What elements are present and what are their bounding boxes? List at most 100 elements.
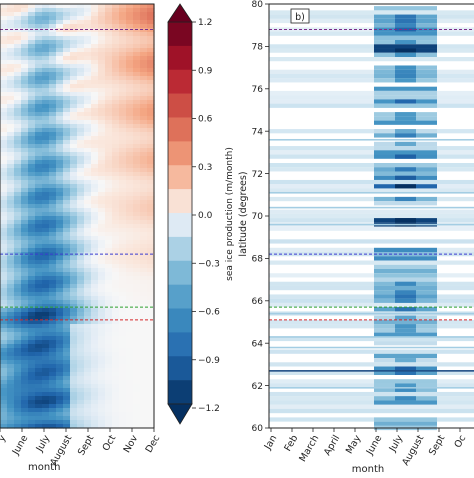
- panel-b-y-tick-label: 64: [252, 339, 264, 349]
- panel-a-cell: [140, 76, 148, 81]
- panel-a-cell: [63, 276, 71, 281]
- panel-a-cell: [56, 124, 64, 129]
- panel-a-cell: [21, 336, 29, 341]
- panel-a-cell: [147, 36, 155, 41]
- panel-a-cell: [63, 272, 71, 277]
- panel-a-cell: [14, 368, 22, 373]
- panel-a-cell: [7, 144, 15, 149]
- panel-a-cell: [63, 392, 71, 397]
- panel-b-x-tick-label: April: [322, 433, 342, 457]
- panel-b-cell: [269, 150, 474, 155]
- panel-a-cell: [21, 172, 29, 177]
- panel-a-cell: [91, 232, 99, 237]
- panel-a-cell: [70, 24, 78, 29]
- panel-a-cell: [126, 48, 134, 53]
- panel-a-cell: [112, 244, 120, 249]
- panel-a-cell: [35, 244, 43, 249]
- panel-a-cell: [42, 356, 50, 361]
- panel-a-cell: [126, 148, 134, 153]
- panel-a-cell: [91, 32, 99, 37]
- panel-a-cell: [0, 420, 8, 425]
- panel-a-cell: [35, 348, 43, 353]
- panel-a-cell: [14, 244, 22, 249]
- panel-a-cell: [147, 108, 155, 113]
- panel-a-cell: [42, 384, 50, 389]
- panel-a-cell: [105, 268, 113, 273]
- panel-a-cell: [21, 276, 29, 281]
- panel-a-cell: [91, 40, 99, 45]
- panel-a-cell: [35, 92, 43, 97]
- panel-a-cell: [126, 184, 134, 189]
- panel-a-cell: [56, 404, 64, 409]
- panel-a-cell: [14, 376, 22, 381]
- panel-a-cell: [140, 388, 148, 393]
- panel-a-cell: [126, 360, 134, 365]
- panel-a-cell: [0, 220, 8, 225]
- panel-a-cell: [77, 320, 85, 325]
- panel-a-cell: [91, 420, 99, 425]
- panel-a-cell: [28, 348, 36, 353]
- panel-a-cell: [126, 156, 134, 161]
- panel-a-cell: [0, 280, 8, 285]
- panel-a-cell: [84, 412, 92, 417]
- panel-a-cell: [77, 332, 85, 337]
- panel-b-cell: [395, 387, 416, 392]
- panel-a-cell: [140, 232, 148, 237]
- panel-a-cell: [105, 352, 113, 357]
- panel-a-cell: [21, 192, 29, 197]
- panel-a-cell: [147, 356, 155, 361]
- panel-a-cell: [140, 416, 148, 421]
- panel-a-cell: [119, 124, 127, 129]
- panel-a-cell: [126, 200, 134, 205]
- panel-a-cell: [70, 180, 78, 185]
- panel-a-cell: [14, 312, 22, 317]
- panel-a-cell: [112, 160, 120, 165]
- panel-a-cell: [126, 136, 134, 141]
- panel-a-cell: [14, 344, 22, 349]
- panel-a-cell: [49, 404, 57, 409]
- panel-a-cell: [91, 140, 99, 145]
- panel-a-cell: [91, 76, 99, 81]
- panel-a-cell: [49, 180, 57, 185]
- panel-a-cell: [140, 56, 148, 61]
- panel-a-cell: [98, 232, 106, 237]
- panel-a-cell: [77, 236, 85, 241]
- panel-a-cell: [21, 404, 29, 409]
- panel-a-cell: [119, 300, 127, 305]
- panel-a-cell: [0, 176, 8, 181]
- panel-a-cell: [56, 336, 64, 341]
- panel-a-cell: [147, 340, 155, 345]
- panel-a-cell: [42, 164, 50, 169]
- panel-a-cell: [42, 332, 50, 337]
- panel-a-cell: [77, 300, 85, 305]
- panel-a-cell: [147, 412, 155, 417]
- panel-a-cell: [21, 116, 29, 121]
- panel-a-cell: [56, 164, 64, 169]
- panel-a-cell: [49, 104, 57, 109]
- panel-a-cell: [98, 236, 106, 241]
- panel-a-cell: [91, 308, 99, 313]
- panel-a-cell: [14, 216, 22, 221]
- panel-a-cell: [91, 160, 99, 165]
- panel-b-cell: [374, 319, 437, 325]
- panel-a-cell: [77, 244, 85, 249]
- panel-a-cell: [112, 84, 120, 89]
- panel-a-cell: [0, 228, 8, 233]
- panel-b-cell: [374, 247, 437, 253]
- panel-a-cell: [56, 252, 64, 257]
- panel-a-cell: [84, 8, 92, 13]
- panel-a-cell: [126, 64, 134, 69]
- panel-a-cell: [126, 188, 134, 193]
- panel-a-cell: [112, 248, 120, 253]
- panel-a-cell: [112, 384, 120, 389]
- panel-a-cell: [56, 212, 64, 217]
- panel-a-cell: [98, 20, 106, 25]
- panel-a-cell: [98, 392, 106, 397]
- panel-a-cell: [77, 340, 85, 345]
- panel-a-cell: [91, 104, 99, 109]
- panel-a-cell: [105, 192, 113, 197]
- panel-a-cell: [70, 248, 78, 253]
- panel-a-cell: [119, 248, 127, 253]
- panel-b-cell: [269, 319, 474, 325]
